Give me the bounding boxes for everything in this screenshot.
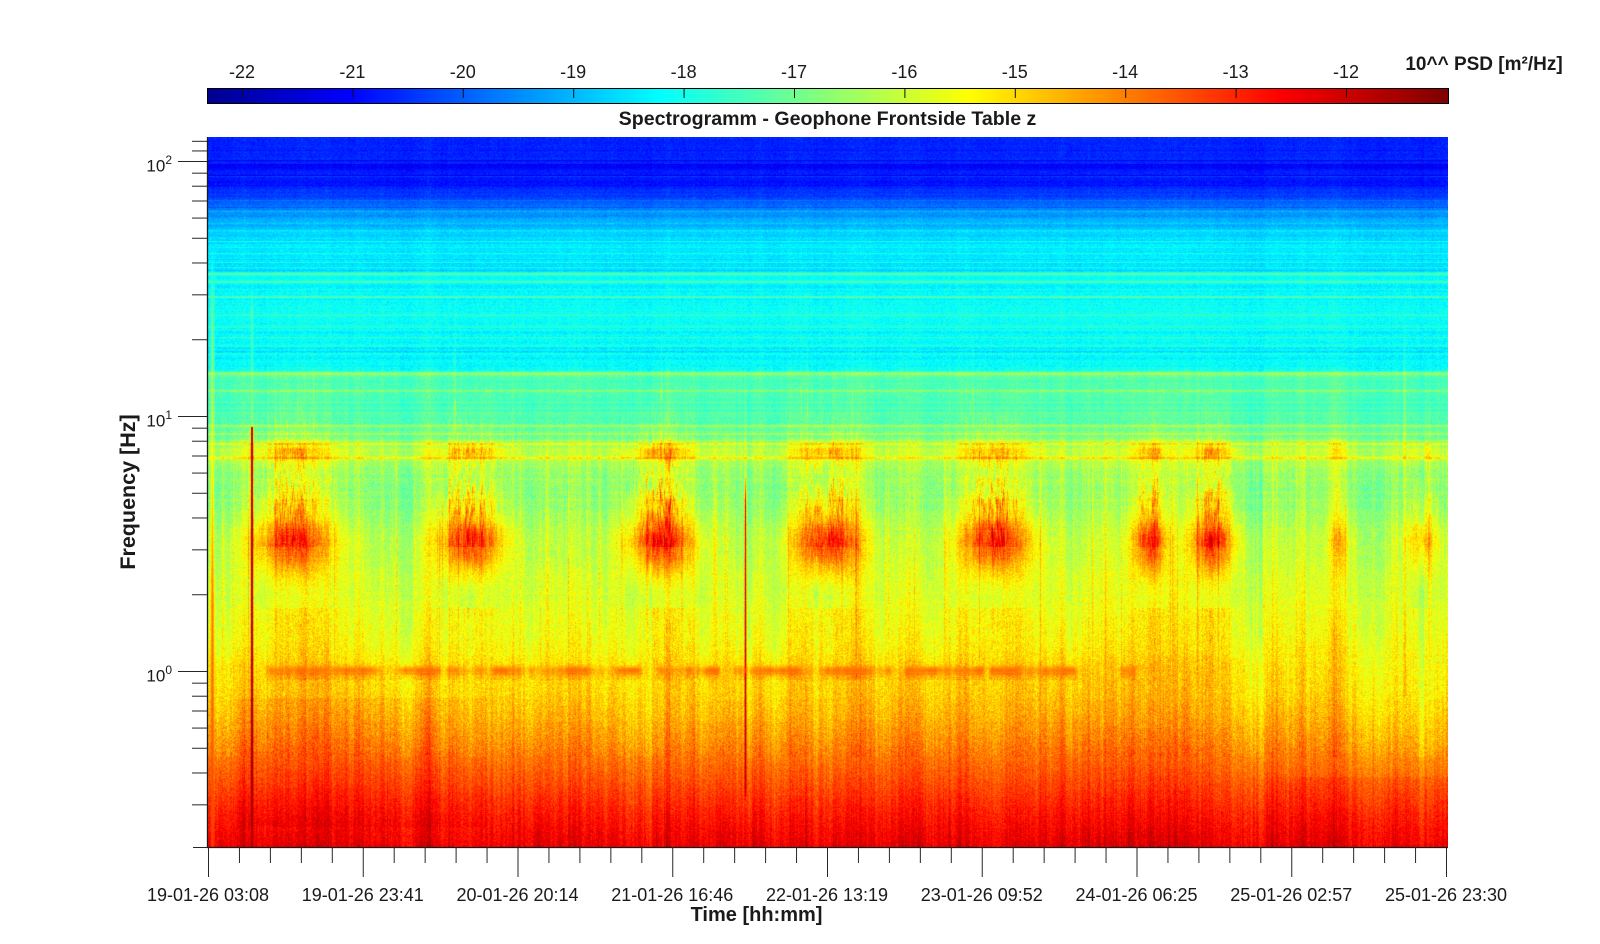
svg-text:101: 101 [146,408,172,431]
svg-text:100: 100 [146,663,172,686]
svg-text:102: 102 [146,153,172,176]
svg-text:Frequency [Hz]: Frequency [Hz] [116,414,140,569]
